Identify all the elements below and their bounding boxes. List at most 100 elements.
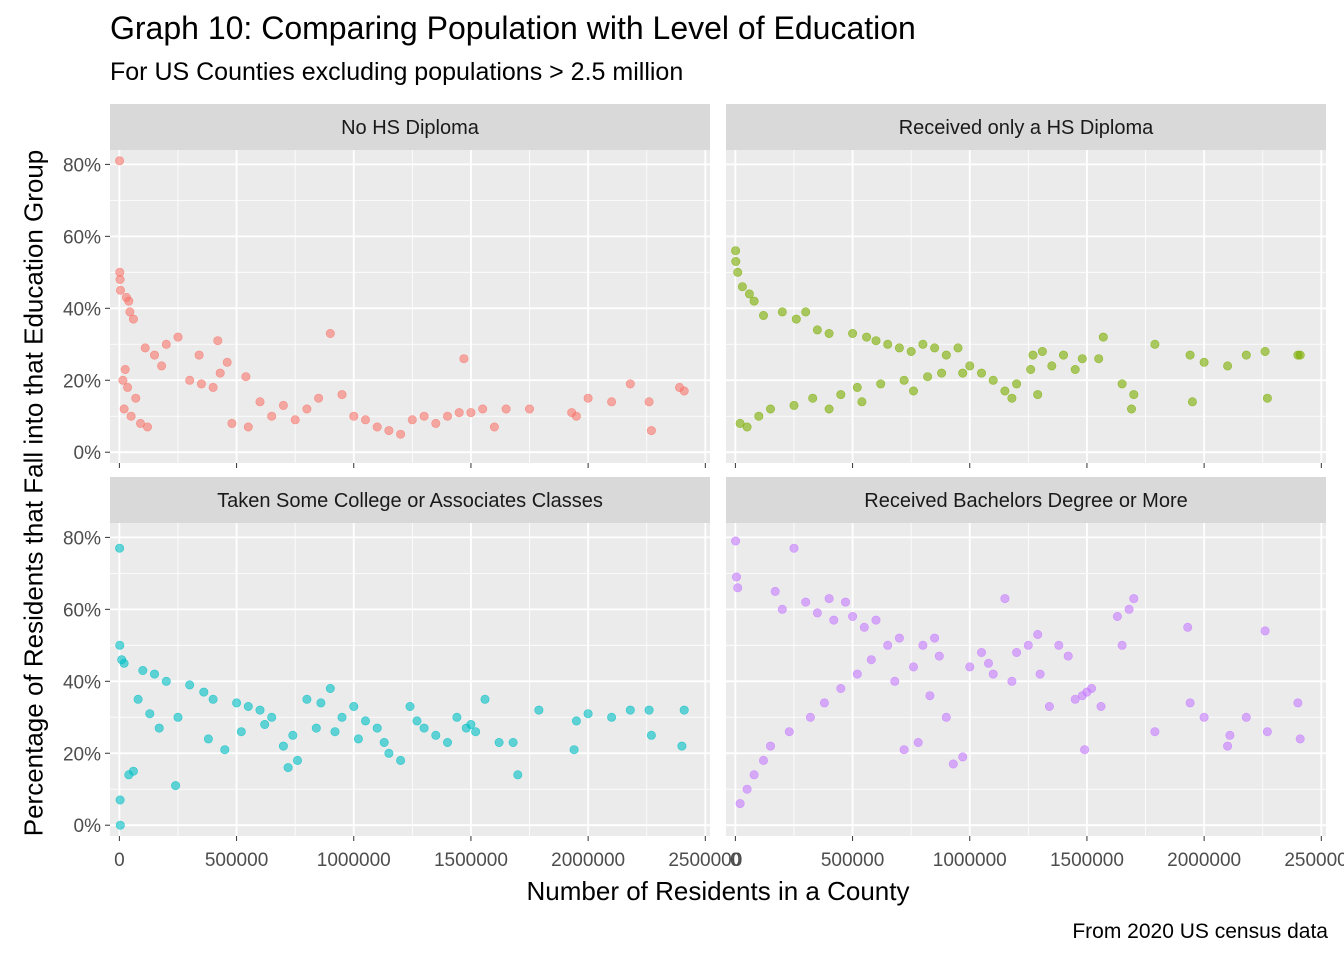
data-point xyxy=(913,737,923,747)
data-point xyxy=(489,422,499,432)
data-point xyxy=(119,658,129,668)
data-point xyxy=(302,694,312,704)
y-axis-label: Percentage of Residents that Fall into t… xyxy=(18,149,49,837)
x-tick-label: 1500000 xyxy=(1050,850,1124,871)
data-point xyxy=(1012,647,1022,657)
data-point xyxy=(1094,354,1104,364)
y-tick-label: 20% xyxy=(63,744,101,765)
x-tick-label: 500000 xyxy=(205,850,268,871)
facet-strip-label: Received Bachelors Degree or More xyxy=(864,490,1188,512)
data-point xyxy=(222,357,232,367)
data-point xyxy=(908,386,918,396)
facet-strip xyxy=(726,477,1326,523)
data-point xyxy=(501,404,511,414)
data-point xyxy=(988,669,998,679)
data-point xyxy=(679,705,689,715)
data-point xyxy=(871,615,881,625)
panels: No HS Diploma 0% 20% 40% 60% 80% Received only… xyxy=(63,104,1344,871)
data-point xyxy=(1087,683,1097,693)
data-point xyxy=(890,676,900,686)
data-point xyxy=(161,676,171,686)
data-point xyxy=(1295,734,1305,744)
data-point xyxy=(508,737,518,747)
data-point xyxy=(290,415,300,425)
data-point xyxy=(646,426,656,436)
data-point xyxy=(1183,622,1193,632)
data-point xyxy=(801,307,811,317)
data-point xyxy=(777,307,787,317)
data-point xyxy=(859,622,869,632)
data-point xyxy=(115,274,125,284)
data-point xyxy=(1033,629,1043,639)
data-point xyxy=(735,418,745,428)
data-point xyxy=(442,737,452,747)
data-point xyxy=(466,719,476,729)
data-point xyxy=(1007,676,1017,686)
data-point xyxy=(983,658,993,668)
data-point xyxy=(758,310,768,320)
data-point xyxy=(140,343,150,353)
data-point xyxy=(208,694,218,704)
data-point xyxy=(1117,640,1127,650)
data-point xyxy=(1124,604,1134,614)
data-point xyxy=(115,795,125,805)
data-point xyxy=(196,379,206,389)
data-point xyxy=(236,727,246,737)
chart-title: Graph 10: Comparing Population with Leve… xyxy=(110,10,916,46)
data-point xyxy=(808,393,818,403)
data-point xyxy=(733,267,743,277)
data-point xyxy=(194,350,204,360)
data-point xyxy=(1199,712,1209,722)
data-point xyxy=(118,375,128,385)
data-point xyxy=(115,543,125,553)
y-tick-label: 0% xyxy=(74,816,102,837)
data-point xyxy=(625,379,635,389)
data-point xyxy=(677,741,687,751)
data-point xyxy=(731,246,741,256)
x-tick-label: 1500000 xyxy=(434,850,508,871)
data-point xyxy=(583,709,593,719)
data-point xyxy=(466,408,476,418)
data-point xyxy=(349,411,359,421)
data-point xyxy=(824,594,834,604)
data-point xyxy=(644,705,654,715)
data-point xyxy=(278,741,288,751)
data-point xyxy=(625,705,635,715)
data-point xyxy=(1044,701,1054,711)
data-point xyxy=(128,314,138,324)
data-point xyxy=(791,314,801,324)
data-point xyxy=(1037,346,1047,356)
data-point xyxy=(471,727,481,737)
data-point xyxy=(607,397,617,407)
data-point xyxy=(154,723,164,733)
data-point xyxy=(150,350,160,360)
data-point xyxy=(1150,339,1160,349)
x-tick-label: 1000000 xyxy=(933,850,1007,871)
data-point xyxy=(379,737,389,747)
data-point xyxy=(278,400,288,410)
data-point xyxy=(899,745,909,755)
data-point xyxy=(325,683,335,693)
data-point xyxy=(923,372,933,382)
data-point xyxy=(353,734,363,744)
data-point xyxy=(569,745,579,755)
data-point xyxy=(862,332,872,342)
data-point xyxy=(789,543,799,553)
data-point xyxy=(325,328,335,338)
data-point xyxy=(513,770,523,780)
data-point xyxy=(384,748,394,758)
data-point xyxy=(360,716,370,726)
data-point xyxy=(1262,727,1272,737)
data-point xyxy=(215,368,225,378)
data-point xyxy=(199,687,209,697)
facet-panel: Received Bachelors Degree or More 0 500000… xyxy=(726,477,1344,871)
x-tick-label: 2500000 xyxy=(1284,850,1344,871)
data-point xyxy=(965,662,975,672)
data-point xyxy=(480,694,490,704)
data-point xyxy=(138,665,148,675)
data-point xyxy=(899,375,909,385)
data-point xyxy=(731,256,741,266)
data-point xyxy=(349,701,359,711)
data-point xyxy=(115,640,125,650)
data-point xyxy=(337,390,347,400)
